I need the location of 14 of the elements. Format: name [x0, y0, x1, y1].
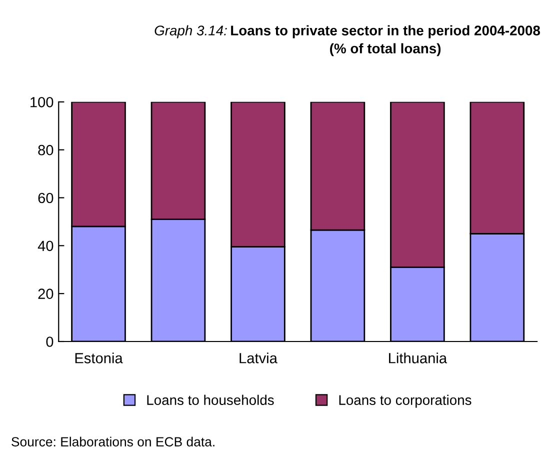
caption: Graph 3.14:: [154, 25, 227, 38]
y-tick-label: 100: [30, 97, 54, 108]
x-tick-label: Latvia: [240, 352, 278, 364]
x-tick-label: Lithuania: [389, 352, 448, 364]
y-tick-label: 20: [38, 288, 54, 300]
x-tick-label: Estonia: [75, 352, 123, 364]
y-tick-label: 80: [38, 144, 54, 156]
legend-label: Loans to households: [147, 394, 274, 406]
y-tick-label: 40: [38, 240, 54, 252]
y-tick-label: 0: [46, 336, 54, 347]
legend-label: Loans to corporations: [339, 394, 472, 408]
y-tick-label: 60: [38, 192, 54, 204]
chart-title: Loans to private sector in the period 2004-2008 (% of total loans): [231, 25, 540, 56]
source-note: Source: Elaborations on ECB data.: [12, 436, 214, 446]
